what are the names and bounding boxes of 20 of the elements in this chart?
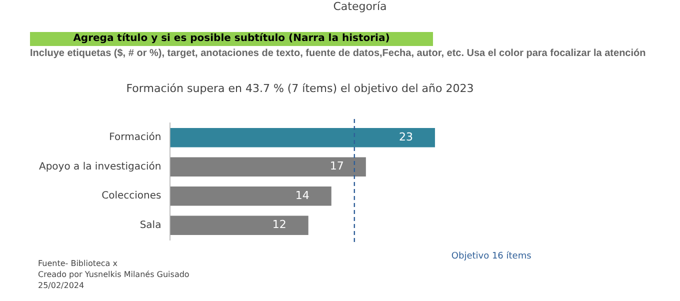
y-tick-label: Colecciones — [102, 190, 162, 202]
ref-line-label: Objetivo 16 ítems — [451, 250, 532, 262]
text: Agrega título y si es posible subtítulo (Narra la historia) — [30, 32, 433, 46]
text: 25/02/2024 — [38, 280, 86, 291]
text: Categoría — [332, 0, 388, 13]
text: Incluye etiquetas ($, # or %), target, anotaciones de texto, fuente de datos,Fecha, autor, etc. Usa el color para focalizar la atención — [30, 48, 646, 59]
data-label: 23 — [398, 130, 413, 144]
bar — [170, 186, 332, 206]
y-tick-label: Apoyo a la investigación — [39, 161, 162, 172]
chart-title: Formación supera en 43.7 % (7 ítems) el objetivo del año 2023 — [125, 82, 475, 95]
bar — [170, 157, 366, 177]
y-tick-label: Sala — [140, 220, 162, 231]
data-label: 17 — [330, 160, 344, 173]
data-label: 12 — [272, 218, 286, 232]
bar — [170, 128, 435, 148]
y-tick-label: Formación — [109, 132, 162, 144]
text: Creado por Yusnelkis Milanés Guisado — [38, 269, 190, 280]
source-note: Fuente- Biblioteca x — [38, 258, 118, 269]
bar — [170, 216, 308, 236]
data-label: 14 — [295, 188, 310, 202]
